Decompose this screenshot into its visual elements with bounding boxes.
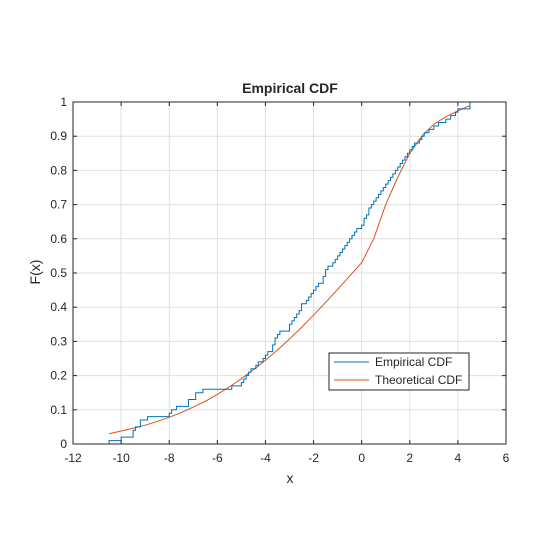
y-tick-label: 0.2 — [50, 369, 67, 383]
x-tick-label: 4 — [455, 451, 462, 465]
y-tick-label: 0.6 — [50, 232, 67, 246]
x-tick-label: 6 — [503, 451, 510, 465]
y-tick-label: 0 — [60, 437, 67, 451]
y-tick-label: 0.1 — [50, 403, 67, 417]
x-tick-label: 2 — [406, 451, 413, 465]
x-tick-label: -12 — [64, 451, 82, 465]
x-axis-label: x — [287, 470, 294, 486]
plot-area — [108, 102, 471, 444]
y-tick-label: 1 — [60, 95, 67, 109]
axis-ticks: -12 -10 -8 -6 -4 -2 0 2 4 6 0 0.1 0.2 0.3 0.4 0.5 0.6 0.7… — [50, 95, 509, 465]
y-axis-label: F(x) — [27, 260, 43, 285]
y-tick-label: 0.7 — [50, 198, 67, 212]
chart-title: Empirical CDF — [242, 80, 338, 96]
legend-label-theoretical: Theoretical CDF — [375, 373, 462, 387]
legend-box — [328, 352, 470, 391]
y-tick-label: 0.9 — [50, 129, 67, 143]
y-tick-label: 0.3 — [50, 334, 67, 348]
series-line-empirical-cdf — [108, 102, 471, 444]
y-tick-label: 0.5 — [50, 266, 67, 280]
x-tick-label: -2 — [308, 451, 319, 465]
legend: Empirical CDF Theoretical CDF — [328, 352, 470, 391]
x-tick-label: -8 — [164, 451, 175, 465]
y-tick-label: 0.4 — [50, 300, 67, 314]
legend-label-empirical: Empirical CDF — [375, 355, 452, 369]
x-tick-label: 0 — [358, 451, 365, 465]
x-tick-label: -4 — [260, 451, 271, 465]
y-tick-label: 0.8 — [50, 163, 67, 177]
x-tick-label: -10 — [112, 451, 130, 465]
x-tick-label: -6 — [212, 451, 223, 465]
